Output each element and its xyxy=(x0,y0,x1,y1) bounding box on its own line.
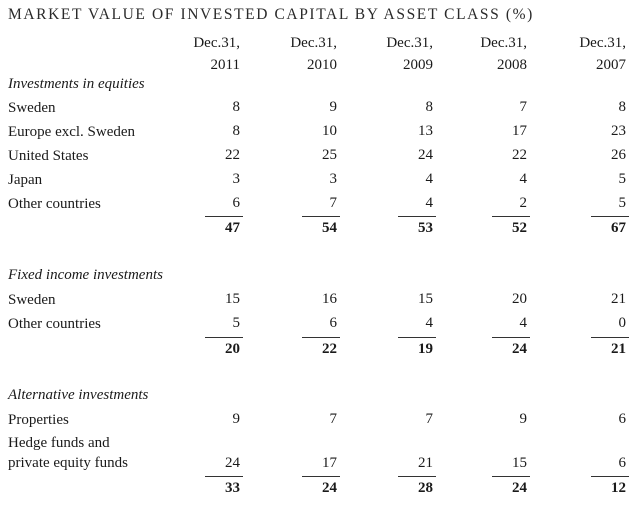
section-heading-fixed-income: Fixed income investments xyxy=(8,267,163,283)
cell: 22 xyxy=(512,147,527,163)
cell: 15 xyxy=(225,291,240,307)
cell: 21 xyxy=(611,291,626,307)
cell: 9 xyxy=(232,411,241,427)
cell: 6 xyxy=(618,455,627,471)
cell: 23 xyxy=(611,123,626,139)
total-cell: 24 xyxy=(512,341,527,357)
row-label: United States xyxy=(8,148,89,164)
cell: 4 xyxy=(519,171,528,187)
total-rule xyxy=(591,337,629,338)
cell: 0 xyxy=(618,315,627,331)
total-cell: 54 xyxy=(322,220,337,236)
cell: 15 xyxy=(418,291,433,307)
total-cell: 20 xyxy=(225,341,240,357)
section-heading-alternative: Alternative investments xyxy=(8,387,149,403)
total-rule xyxy=(302,337,340,338)
cell: 4 xyxy=(425,171,434,187)
total-rule xyxy=(205,337,243,338)
column-header-2008: Dec.31, 2008 xyxy=(480,35,527,73)
cell: 10 xyxy=(322,123,337,139)
total-cell: 22 xyxy=(322,341,337,357)
total-rule xyxy=(205,216,243,217)
total-cell: 24 xyxy=(512,480,527,496)
cell: 8 xyxy=(232,123,241,139)
total-cell: 67 xyxy=(611,220,626,236)
cell: 24 xyxy=(418,147,433,163)
cell: 24 xyxy=(225,455,240,471)
cell: 15 xyxy=(512,455,527,471)
cell: 3 xyxy=(232,171,241,187)
total-rule xyxy=(302,216,340,217)
row-label: Sweden xyxy=(8,292,56,308)
cell: 9 xyxy=(329,99,338,115)
row-label: Hedge funds and xyxy=(8,435,110,451)
cell: 6 xyxy=(232,195,241,211)
total-cell: 19 xyxy=(418,341,433,357)
cell: 20 xyxy=(512,291,527,307)
cell: 3 xyxy=(329,171,338,187)
total-cell: 33 xyxy=(225,480,240,496)
cell: 7 xyxy=(519,99,528,115)
cell: 21 xyxy=(418,455,433,471)
row-label: Other countries xyxy=(8,316,101,332)
cell: 22 xyxy=(225,147,240,163)
total-cell: 53 xyxy=(418,220,433,236)
total-rule xyxy=(492,337,530,338)
table-title: MARKET VALUE OF INVESTED CAPITAL BY ASSE… xyxy=(8,6,534,23)
cell: 6 xyxy=(329,315,338,331)
total-cell: 28 xyxy=(418,480,433,496)
total-rule xyxy=(302,476,340,477)
total-cell: 21 xyxy=(611,341,626,357)
total-rule xyxy=(398,337,436,338)
column-header-2011: Dec.31, 2011 xyxy=(193,35,240,73)
total-cell: 24 xyxy=(322,480,337,496)
cell: 5 xyxy=(618,171,627,187)
total-rule xyxy=(591,216,629,217)
cell: 17 xyxy=(512,123,527,139)
row-label: Europe excl. Sweden xyxy=(8,124,136,140)
cell: 9 xyxy=(519,411,528,427)
total-rule xyxy=(398,476,436,477)
cell: 25 xyxy=(322,147,337,163)
total-cell: 12 xyxy=(611,480,626,496)
row-label: Japan xyxy=(8,172,43,188)
column-header-2009: Dec.31, 2009 xyxy=(386,35,433,73)
cell: 5 xyxy=(232,315,241,331)
row-label: Sweden xyxy=(8,100,56,116)
cell: 7 xyxy=(425,411,434,427)
cell: 2 xyxy=(519,195,528,211)
column-header-2010: Dec.31, 2010 xyxy=(290,35,337,73)
cell: 7 xyxy=(329,411,338,427)
total-rule xyxy=(398,216,436,217)
cell: 16 xyxy=(322,291,337,307)
total-rule xyxy=(591,476,629,477)
cell: 26 xyxy=(611,147,626,163)
cell: 5 xyxy=(618,195,627,211)
cell: 8 xyxy=(425,99,434,115)
cell: 4 xyxy=(425,195,434,211)
cell: 17 xyxy=(322,455,337,471)
cell: 4 xyxy=(425,315,434,331)
cell: 4 xyxy=(519,315,528,331)
row-label: Properties xyxy=(8,412,69,428)
cell: 8 xyxy=(232,99,241,115)
column-header-2007: Dec.31, 2007 xyxy=(579,35,626,73)
row-label: Other countries xyxy=(8,196,101,212)
row-label: private equity funds xyxy=(8,455,128,471)
cell: 13 xyxy=(418,123,433,139)
total-cell: 52 xyxy=(512,220,527,236)
cell: 7 xyxy=(329,195,338,211)
total-rule xyxy=(205,476,243,477)
total-rule xyxy=(492,216,530,217)
total-rule xyxy=(492,476,530,477)
cell: 8 xyxy=(618,99,627,115)
total-cell: 47 xyxy=(225,220,240,236)
section-heading-equities: Investments in equities xyxy=(8,76,145,92)
cell: 6 xyxy=(618,411,627,427)
